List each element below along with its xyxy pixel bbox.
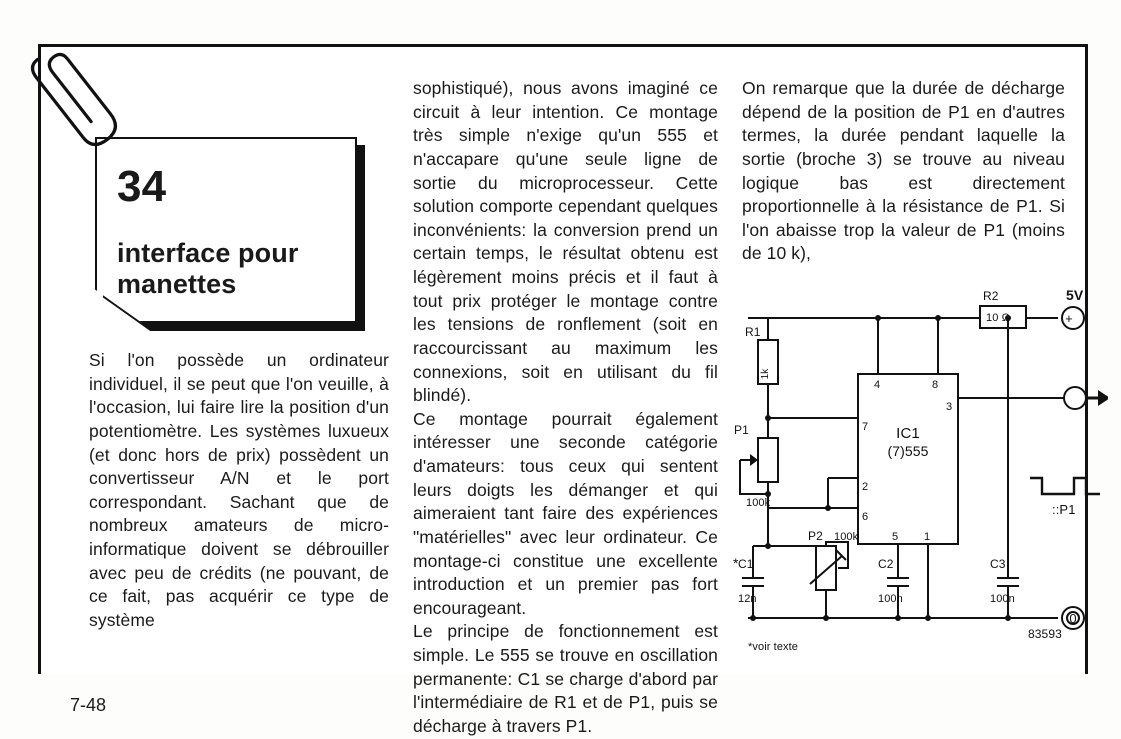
label-c1-ref: C1 [738,557,754,571]
label-c2-ref: C2 [878,557,894,571]
label-ic-ref: IC1 [896,425,920,442]
pin-7: 7 [862,421,868,433]
pin-4: 4 [874,379,880,391]
label-c2-val: 100n [878,593,903,605]
label-5v: 5V [1066,287,1084,303]
zero-icon: 0 [1069,611,1076,626]
pin-8: 8 [932,379,938,391]
label-c3-val: 100n [990,593,1015,605]
label-p1-ref: P1 [734,423,749,437]
column-3: On remarque que la durée de décharge dép… [742,77,1065,654]
plus-icon: + [1065,311,1073,326]
article-title: interface pour manettes [117,238,335,298]
label-ic-part: (7)555 [887,443,928,459]
pin-2: 2 [862,481,868,493]
pin-3: 3 [946,401,952,413]
column-2: sophistiqué), nous avons imaginé ce circ… [413,77,718,654]
article-number: 34 [117,157,335,216]
circuit-schematic: 5V + 0 R2 10 Ω R1 1k P1 100k * C1 12n P2… [742,284,1065,654]
label-waveform: ::P1 [1052,502,1076,517]
label-c3-ref: C3 [990,557,1006,571]
body-text-col3: On remarque que la durée de décharge dép… [742,77,1065,266]
label-c1-val: 12n [738,593,757,605]
pin-6: 6 [862,511,868,523]
body-text-col2: sophistiqué), nous avons imaginé ce circ… [413,77,718,739]
page-frame: 34 interface pour manettes Si l'on possè… [38,44,1088,674]
page-number: 7-48 [70,695,106,716]
label-r1-ref: R1 [745,325,761,339]
title-card: 34 interface pour manettes [95,137,389,323]
pin-5: 5 [892,531,898,543]
label-r1-val: 1k [760,368,771,380]
pin-1: 1 [924,531,930,543]
label-p2-ref: P2 [808,529,823,543]
footnote-text: *voir texte [748,641,798,653]
label-p1-val: 100k [746,497,771,509]
column-1: 34 interface pour manettes Si l'on possè… [89,77,389,654]
label-r2-val: 10 Ω [986,312,1010,324]
label-r2-ref: R2 [983,289,999,303]
drawing-id: 83593 [1028,627,1062,641]
label-p2-val: 100k [834,531,859,543]
body-text-col1: Si l'on possède un ordinateur individuel… [89,349,389,633]
